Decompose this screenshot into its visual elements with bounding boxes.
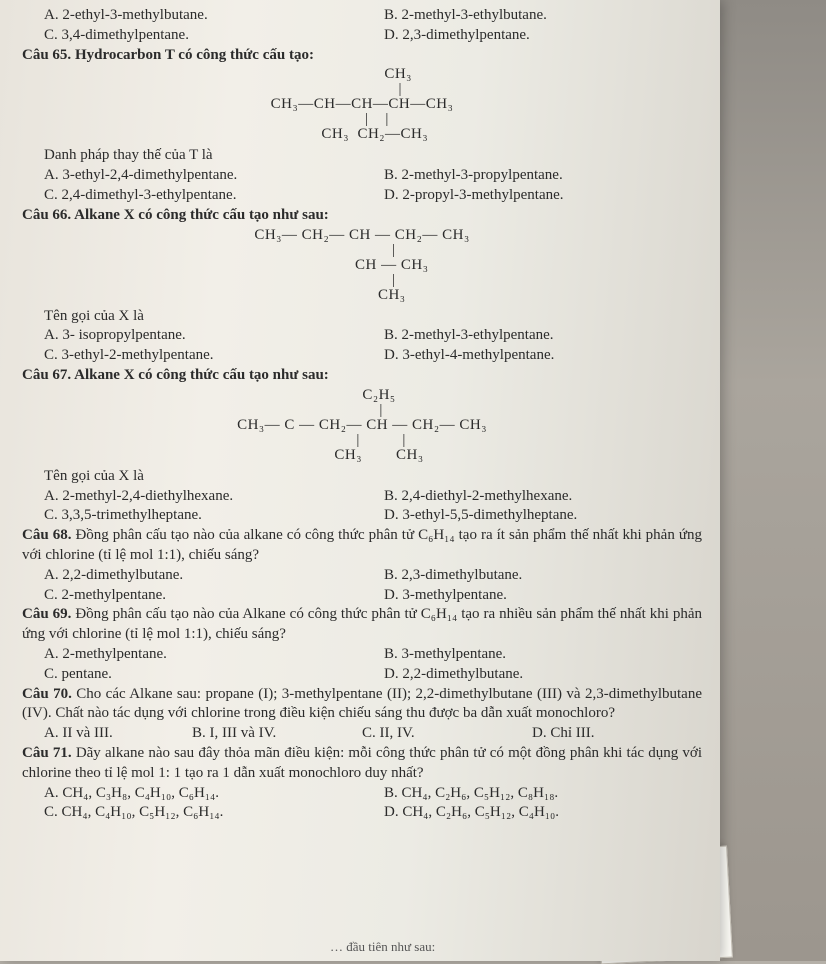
- q70-optC: C. II, IV.: [362, 724, 532, 744]
- q66-optD: D. 3-ethyl-4-methylpentane.: [362, 346, 702, 366]
- q69-optA: A. 2-methylpentane.: [22, 645, 362, 665]
- q66-optA: A. 3- isopropylpentane.: [22, 326, 362, 346]
- q65-lead: Danh pháp thay thế của T là: [22, 146, 702, 166]
- q69-optC: C. pentane.: [22, 665, 362, 685]
- q66-optC: C. 3-ethyl-2-methylpentane.: [22, 346, 362, 366]
- q70-optA: A. II và III.: [22, 724, 192, 744]
- q68-stem: Câu 68. Đồng phân cấu tạo nào của alkane…: [22, 526, 702, 566]
- q71-row1: A. CH₄, C₃H₈, C₄H₁₀, C₆H₁₄. B. CH₄, C₂H₆…: [22, 784, 702, 804]
- q66-lead: Tên gọi của X là: [22, 307, 702, 327]
- q68-row1: A. 2,2-dimethylbutane. B. 2,3-dimethylbu…: [22, 566, 702, 586]
- q69-row1: A. 2-methylpentane. B. 3-methylpentane.: [22, 645, 702, 665]
- q66-row1: A. 3- isopropylpentane. B. 2-methyl-3-et…: [22, 326, 702, 346]
- q64-optA: A. 2-ethyl-3-methylbutane.: [22, 6, 362, 26]
- q67-row2: C. 3,3,5-trimethylheptane. D. 3-ethyl-5,…: [22, 506, 702, 526]
- q66-stem: Câu 66. Alkane X có công thức cấu tạo nh…: [22, 206, 702, 226]
- q70-optD: D. Chỉ III.: [532, 724, 702, 744]
- q67-lead: Tên gọi của X là: [22, 467, 702, 487]
- q65-row1: A. 3-ethyl-2,4-dimethylpentane. B. 2-met…: [22, 166, 702, 186]
- q65-label: Câu 65. Hydrocarbon T có công thức cấu t…: [22, 47, 314, 63]
- q66-optB: B. 2-methyl-3-ethylpentane.: [362, 326, 702, 346]
- q69-stem: Câu 69. Đồng phân cấu tạo nào của Alkane…: [22, 605, 702, 645]
- q66-formula: CH₃— CH₂— CH — CH₂— CH₃ | CH — CH₃ | CH₃: [22, 228, 702, 303]
- q67-formula: C₂H₅ | CH₃— C — CH₂— CH — CH₂— CH₃ | | C…: [22, 388, 702, 463]
- footer-fragment: … đầu tiên như sau:: [330, 938, 435, 955]
- q70-optB: B. I, III và IV.: [192, 724, 362, 744]
- q68-optA: A. 2,2-dimethylbutane.: [22, 566, 362, 586]
- q71-optC: C. CH₄, C₄H₁₀, C₅H₁₂, C₆H₁₄.: [22, 803, 362, 823]
- q71-row2: C. CH₄, C₄H₁₀, C₅H₁₂, C₆H₁₄. D. CH₄, C₂H…: [22, 803, 702, 823]
- q64-row1: A. 2-ethyl-3-methylbutane. B. 2-methyl-3…: [22, 6, 702, 26]
- q68-optC: C. 2-methylpentane.: [22, 586, 362, 606]
- q65-optC: C. 2,4-dimethyl-3-ethylpentane.: [22, 186, 362, 206]
- q64-row2: C. 3,4-dimethylpentane. D. 2,3-dimethylp…: [22, 26, 702, 46]
- q71-optA: A. CH₄, C₃H₈, C₄H₁₀, C₆H₁₄.: [22, 784, 362, 804]
- q67-optC: C. 3,3,5-trimethylheptane.: [22, 506, 362, 526]
- q67-row1: A. 2-methyl-2,4-diethylhexane. B. 2,4-di…: [22, 487, 702, 507]
- q68-optD: D. 3-methylpentane.: [362, 586, 702, 606]
- q71-stem: Câu 71. Dãy alkane nào sau đây thỏa mãn …: [22, 744, 702, 784]
- q71-optB: B. CH₄, C₂H₆, C₅H₁₂, C₈H₁₈.: [362, 784, 702, 804]
- q69-optD: D. 2,2-dimethylbutane.: [362, 665, 702, 685]
- q68-row2: C. 2-methylpentane. D. 3-methylpentane.: [22, 586, 702, 606]
- q67-stem: Câu 67. Alkane X có công thức cấu tạo nh…: [22, 366, 702, 386]
- q64-optB: B. 2-methyl-3-ethylbutane.: [362, 6, 702, 26]
- q67-optA: A. 2-methyl-2,4-diethylhexane.: [22, 487, 362, 507]
- q65-row2: C. 2,4-dimethyl-3-ethylpentane. D. 2-pro…: [22, 186, 702, 206]
- q65-optD: D. 2-propyl-3-methylpentane.: [362, 186, 702, 206]
- q64-optD: D. 2,3-dimethylpentane.: [362, 26, 702, 46]
- q67-optD: D. 3-ethyl-5,5-dimethylheptane.: [362, 506, 702, 526]
- q69-optB: B. 3-methylpentane.: [362, 645, 702, 665]
- q68-optB: B. 2,3-dimethylbutane.: [362, 566, 702, 586]
- q67-optB: B. 2,4-diethyl-2-methylhexane.: [362, 487, 702, 507]
- q66-label: Câu 66. Alkane X có công thức cấu tạo nh…: [22, 207, 329, 223]
- exam-page: A. 2-ethyl-3-methylbutane. B. 2-methyl-3…: [0, 0, 720, 961]
- q64-optC: C. 3,4-dimethylpentane.: [22, 26, 362, 46]
- q65-formula: CH₃ | CH₃—CH—CH—CH—CH₃ | | CH₃ CH₂—CH₃: [22, 67, 702, 142]
- q71-optD: D. CH₄, C₂H₆, C₅H₁₂, C₄H₁₀.: [362, 803, 702, 823]
- q66-row2: C. 3-ethyl-2-methylpentane. D. 3-ethyl-4…: [22, 346, 702, 366]
- q70-row: A. II và III. B. I, III và IV. C. II, IV…: [22, 724, 702, 744]
- q65-optB: B. 2-methyl-3-propylpentane.: [362, 166, 702, 186]
- q70-stem: Câu 70. Cho các Alkane sau: propane (I);…: [22, 685, 702, 725]
- q67-label: Câu 67. Alkane X có công thức cấu tạo nh…: [22, 367, 329, 383]
- background-fabric: [720, 0, 826, 961]
- q65-stem: Câu 65. Hydrocarbon T có công thức cấu t…: [22, 46, 702, 66]
- q65-optA: A. 3-ethyl-2,4-dimethylpentane.: [22, 166, 362, 186]
- q69-row2: C. pentane. D. 2,2-dimethylbutane.: [22, 665, 702, 685]
